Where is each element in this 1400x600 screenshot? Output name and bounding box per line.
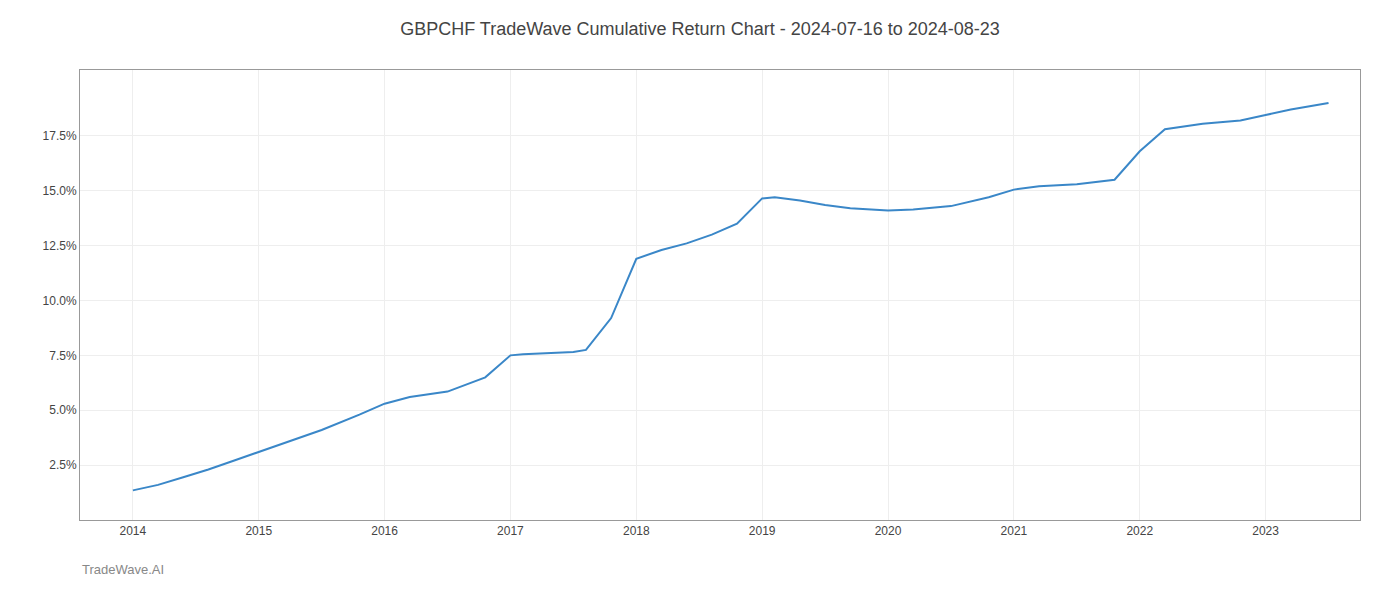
svg-text:12.5%: 12.5% [43,239,77,253]
svg-text:15.0%: 15.0% [43,184,77,198]
svg-text:2015: 2015 [245,524,272,538]
svg-text:TradeWave.AI: TradeWave.AI [82,562,164,577]
svg-text:2020: 2020 [875,524,902,538]
svg-text:10.0%: 10.0% [43,294,77,308]
svg-text:2014: 2014 [120,524,147,538]
svg-text:2.5%: 2.5% [49,458,77,472]
svg-text:2022: 2022 [1126,524,1153,538]
svg-text:2018: 2018 [623,524,650,538]
svg-text:17.5%: 17.5% [43,129,77,143]
svg-text:2021: 2021 [1001,524,1028,538]
svg-text:2019: 2019 [749,524,776,538]
svg-text:2017: 2017 [497,524,524,538]
svg-text:5.0%: 5.0% [49,403,77,417]
svg-text:7.5%: 7.5% [49,349,77,363]
svg-text:2016: 2016 [371,524,398,538]
svg-text:2023: 2023 [1252,524,1279,538]
svg-text:GBPCHF TradeWave Cumulative Re: GBPCHF TradeWave Cumulative Return Chart… [400,19,1000,39]
